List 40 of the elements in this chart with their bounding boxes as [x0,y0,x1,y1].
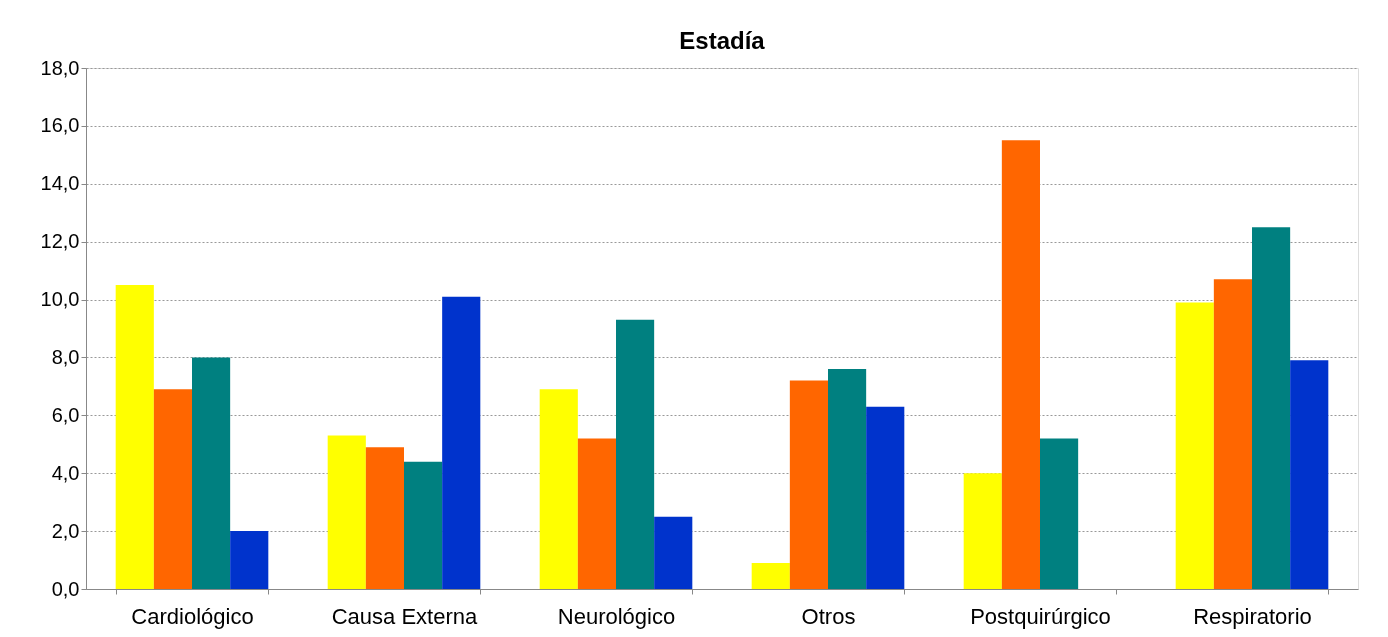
bar [789,380,828,589]
bar [539,389,578,589]
y-tick-label: 0,0 [51,577,80,600]
bar [616,319,655,589]
bar [1040,438,1079,589]
y-tick-label: 16,0 [40,114,80,137]
y-tick-label: 18,0 [40,56,80,79]
bar [1001,140,1040,589]
x-tick-label: Postquirúrgico [970,603,1111,629]
bar [828,369,867,589]
bar [404,461,443,589]
bar [230,531,269,589]
y-tick-label: 2,0 [51,519,80,542]
bar [751,562,790,589]
bar [327,435,366,589]
y-tick-label: 6,0 [51,403,80,426]
bar [577,438,616,589]
y-tick-label: 10,0 [40,288,80,311]
bar [866,406,905,589]
bar [365,447,404,589]
bar [1175,302,1214,589]
bar [654,516,693,589]
y-tick-label: 4,0 [51,461,80,484]
bar [115,285,154,589]
bar [1290,360,1329,589]
bar [442,296,481,589]
x-tick-label: Neurológico [557,603,676,629]
x-tick-label: Respiratorio [1193,603,1312,629]
x-tick-label: Causa Externa [331,603,479,629]
bar [192,357,231,589]
bar [1252,227,1291,589]
y-tick-label: 8,0 [51,345,80,368]
y-tick-label: 14,0 [40,172,80,195]
x-tick-label: Cardiológico [131,603,254,629]
bar [963,473,1002,589]
bar [153,389,192,589]
bar [1213,279,1252,589]
x-tick-label: Otros [801,603,856,629]
y-tick-label: 12,0 [40,230,80,253]
chart-title: Estadía [679,27,766,54]
